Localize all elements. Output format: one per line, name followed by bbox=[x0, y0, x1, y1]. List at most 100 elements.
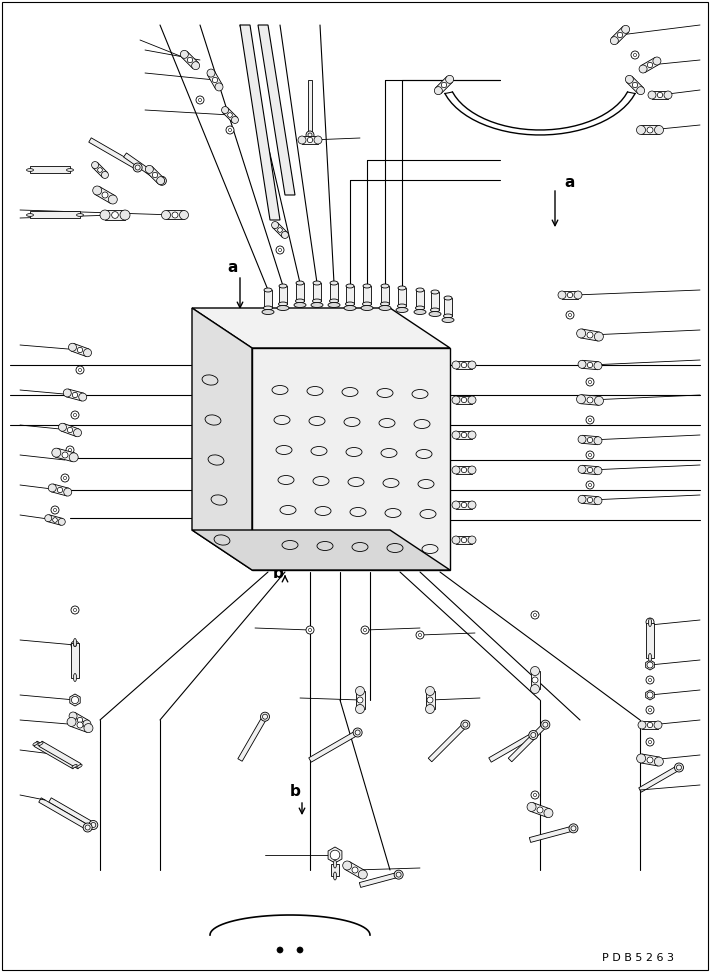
Circle shape bbox=[654, 721, 662, 729]
Circle shape bbox=[578, 496, 586, 503]
Ellipse shape bbox=[73, 639, 77, 646]
Circle shape bbox=[648, 709, 652, 712]
Circle shape bbox=[53, 518, 58, 522]
Circle shape bbox=[297, 947, 303, 953]
Circle shape bbox=[62, 452, 68, 458]
Circle shape bbox=[135, 165, 140, 170]
Circle shape bbox=[577, 395, 586, 403]
Circle shape bbox=[63, 389, 71, 397]
Circle shape bbox=[53, 508, 57, 511]
Circle shape bbox=[73, 643, 77, 646]
Circle shape bbox=[435, 87, 442, 94]
Circle shape bbox=[646, 738, 654, 746]
Ellipse shape bbox=[334, 872, 337, 880]
Circle shape bbox=[71, 411, 79, 419]
Circle shape bbox=[647, 692, 653, 698]
Ellipse shape bbox=[381, 302, 390, 306]
Circle shape bbox=[278, 227, 283, 232]
Text: b: b bbox=[290, 784, 300, 800]
Circle shape bbox=[196, 96, 204, 104]
Circle shape bbox=[638, 721, 646, 729]
Polygon shape bbox=[308, 80, 312, 135]
Polygon shape bbox=[580, 329, 600, 341]
Bar bbox=[296, 283, 304, 301]
Circle shape bbox=[83, 720, 91, 728]
Polygon shape bbox=[562, 291, 578, 299]
Circle shape bbox=[462, 433, 466, 437]
Polygon shape bbox=[70, 717, 90, 732]
Polygon shape bbox=[70, 694, 80, 706]
Circle shape bbox=[594, 436, 602, 445]
Circle shape bbox=[364, 629, 366, 632]
Circle shape bbox=[352, 867, 358, 873]
Polygon shape bbox=[51, 484, 69, 496]
Circle shape bbox=[468, 396, 476, 404]
Circle shape bbox=[674, 763, 684, 772]
Ellipse shape bbox=[396, 307, 408, 313]
Circle shape bbox=[622, 25, 630, 33]
Circle shape bbox=[66, 446, 74, 454]
Circle shape bbox=[353, 728, 362, 737]
Circle shape bbox=[231, 117, 239, 123]
Polygon shape bbox=[611, 26, 628, 44]
Circle shape bbox=[277, 947, 283, 953]
Circle shape bbox=[45, 515, 52, 522]
Circle shape bbox=[133, 163, 142, 172]
Circle shape bbox=[586, 416, 594, 424]
Text: a: a bbox=[228, 260, 238, 275]
Ellipse shape bbox=[329, 299, 339, 303]
Circle shape bbox=[330, 850, 340, 860]
Polygon shape bbox=[166, 211, 184, 220]
Ellipse shape bbox=[444, 296, 452, 300]
Circle shape bbox=[261, 712, 270, 721]
Polygon shape bbox=[581, 466, 599, 474]
Circle shape bbox=[198, 98, 202, 102]
Circle shape bbox=[452, 466, 460, 474]
Circle shape bbox=[468, 536, 476, 544]
Polygon shape bbox=[641, 125, 659, 134]
Circle shape bbox=[306, 626, 314, 634]
Ellipse shape bbox=[312, 299, 322, 303]
Circle shape bbox=[587, 498, 593, 503]
Circle shape bbox=[78, 368, 82, 371]
Polygon shape bbox=[192, 308, 252, 570]
Circle shape bbox=[648, 91, 656, 99]
Circle shape bbox=[73, 413, 77, 417]
Ellipse shape bbox=[38, 742, 43, 746]
Bar bbox=[279, 286, 287, 304]
Ellipse shape bbox=[344, 305, 356, 310]
Circle shape bbox=[418, 634, 422, 637]
Polygon shape bbox=[488, 733, 535, 762]
Circle shape bbox=[357, 697, 363, 703]
Circle shape bbox=[425, 686, 435, 696]
Circle shape bbox=[532, 677, 538, 683]
Circle shape bbox=[359, 870, 367, 879]
Circle shape bbox=[531, 791, 539, 799]
Polygon shape bbox=[581, 361, 599, 369]
Circle shape bbox=[594, 497, 602, 504]
Circle shape bbox=[93, 186, 102, 195]
Circle shape bbox=[71, 606, 79, 614]
Bar bbox=[363, 286, 371, 304]
Bar bbox=[444, 298, 452, 316]
Circle shape bbox=[463, 722, 468, 727]
Circle shape bbox=[442, 83, 447, 87]
Ellipse shape bbox=[26, 168, 33, 171]
Bar bbox=[313, 283, 321, 301]
Circle shape bbox=[68, 343, 77, 351]
Circle shape bbox=[677, 765, 682, 770]
Polygon shape bbox=[646, 622, 654, 657]
Polygon shape bbox=[530, 826, 574, 843]
Ellipse shape bbox=[429, 311, 441, 317]
Polygon shape bbox=[39, 798, 89, 830]
Polygon shape bbox=[641, 57, 659, 73]
Circle shape bbox=[655, 125, 664, 134]
Circle shape bbox=[98, 167, 102, 172]
Ellipse shape bbox=[296, 281, 304, 285]
Polygon shape bbox=[456, 536, 472, 544]
Circle shape bbox=[589, 453, 591, 457]
Circle shape bbox=[84, 349, 92, 357]
Circle shape bbox=[530, 684, 540, 693]
Circle shape bbox=[452, 536, 460, 544]
Circle shape bbox=[396, 872, 401, 877]
